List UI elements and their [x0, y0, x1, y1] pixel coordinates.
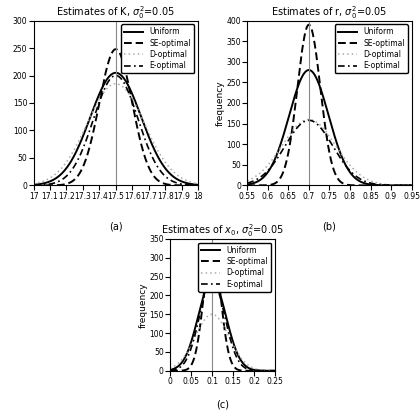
- Title: Estimates of r, $\sigma_0^2$=0.05: Estimates of r, $\sigma_0^2$=0.05: [271, 4, 388, 21]
- Legend: Uniform, SE-optimal, D-optimal, E-optimal: Uniform, SE-optimal, D-optimal, E-optima…: [335, 24, 408, 73]
- Y-axis label: frequency: frequency: [139, 282, 148, 328]
- Y-axis label: frequency: frequency: [216, 80, 225, 126]
- Legend: Uniform, SE-optimal, D-optimal, E-optimal: Uniform, SE-optimal, D-optimal, E-optima…: [198, 243, 271, 292]
- Text: (a): (a): [109, 222, 123, 232]
- Text: (c): (c): [216, 400, 229, 410]
- Text: (b): (b): [323, 222, 336, 232]
- Title: Estimates of K, $\sigma_0^2$=0.05: Estimates of K, $\sigma_0^2$=0.05: [56, 4, 175, 21]
- Legend: Uniform, SE-optimal, D-optimal, E-optimal: Uniform, SE-optimal, D-optimal, E-optima…: [121, 24, 194, 73]
- Title: Estimates of $x_0$, $\sigma_0^2$=0.05: Estimates of $x_0$, $\sigma_0^2$=0.05: [161, 222, 284, 239]
